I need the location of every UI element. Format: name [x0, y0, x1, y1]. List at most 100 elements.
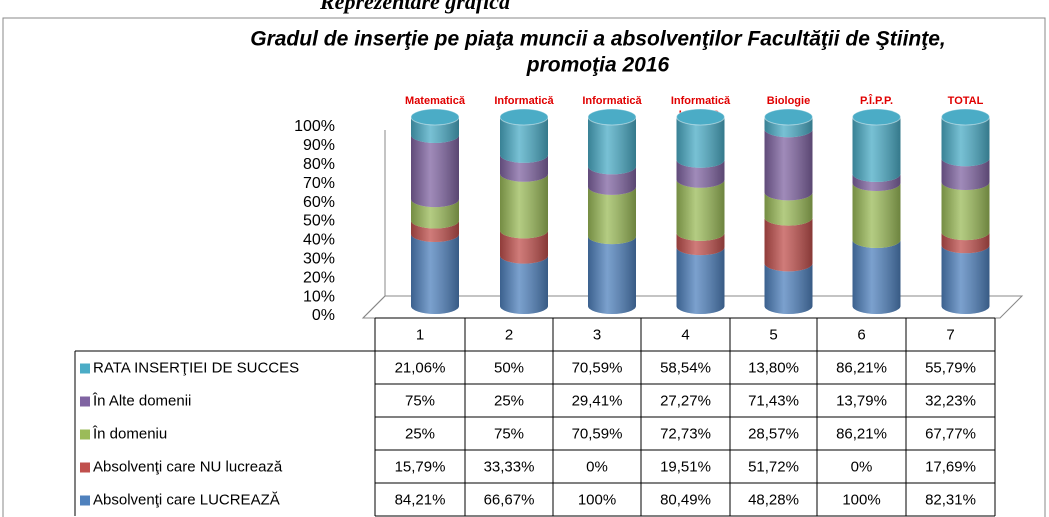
data-label: 28,57% — [748, 425, 799, 442]
x-tick-label: 5 — [769, 326, 777, 343]
y-tick-label: 60% — [303, 194, 335, 211]
data-label: 80,49% — [660, 491, 711, 508]
y-tick-label: 70% — [303, 175, 335, 192]
cylinder-shade — [852, 183, 901, 248]
data-label: 15,79% — [395, 458, 446, 475]
data-label: 84,21% — [395, 491, 446, 508]
legend-swatch — [80, 495, 90, 506]
y-tick-label: 100% — [294, 118, 335, 135]
cylinder-shade — [676, 247, 725, 314]
cylinder-shade — [941, 158, 990, 191]
data-label: 21,06% — [395, 359, 446, 376]
chart-title: promoţia 2016 — [526, 54, 670, 77]
data-label: 48,28% — [748, 491, 799, 508]
cylinder-shade — [588, 117, 636, 175]
data-label: 25% — [405, 425, 435, 442]
cylinder-shade — [852, 117, 901, 182]
column-label: Informatică — [582, 95, 642, 107]
data-label: 100% — [842, 491, 880, 508]
cylinder-top — [764, 108, 813, 126]
data-label: 75% — [494, 425, 524, 442]
legend-swatch — [80, 429, 90, 440]
data-label: 75% — [405, 392, 435, 409]
x-tick-label: 6 — [857, 326, 865, 343]
legend-label: RATA INSERŢIEI DE SUCCES — [93, 359, 299, 376]
cylinder-shade — [411, 135, 459, 208]
column-label: Informatică — [494, 95, 554, 107]
cylinder-shade — [764, 129, 813, 201]
cylinder-shade — [852, 173, 901, 192]
legend-swatch — [80, 363, 90, 374]
data-label: 58,54% — [660, 359, 711, 376]
cylinder-shade — [588, 166, 636, 195]
legend-label: În domeniu — [92, 425, 167, 442]
legend-swatch — [80, 396, 90, 407]
chart-title: Gradul de inserţie pe piaţa muncii a abs… — [250, 28, 946, 51]
y-tick-label: 0% — [312, 307, 335, 324]
data-label: 67,77% — [925, 425, 976, 442]
cylinder-shade — [500, 173, 548, 239]
cylinder-shade — [676, 179, 725, 241]
column-label: Biologie — [767, 95, 810, 107]
column-label: P.Î.P.P. — [860, 94, 893, 107]
data-label: 86,21% — [836, 359, 887, 376]
cylinder-shade — [411, 199, 459, 229]
y-tick-label: 50% — [303, 213, 335, 230]
data-label: 27,27% — [660, 392, 711, 409]
cylinder-shade — [500, 154, 548, 182]
cylinder-shade — [764, 263, 813, 314]
cylinder-shade — [588, 186, 636, 245]
data-label: 51,72% — [748, 458, 799, 475]
cylinder-top — [499, 108, 549, 126]
x-tick-label: 7 — [946, 326, 954, 343]
y-tick-label: 20% — [303, 269, 335, 286]
cylinder-shade — [764, 217, 813, 272]
y-axis — [362, 295, 386, 319]
x-tick-label: 4 — [681, 326, 689, 343]
legend-label: În Alte domenii — [92, 392, 191, 409]
y-tick-label: 40% — [303, 232, 335, 249]
cylinder-shade — [941, 245, 990, 314]
data-label: 55,79% — [925, 359, 976, 376]
cylinder-shade — [411, 220, 459, 243]
cylinder-shade — [411, 117, 459, 144]
data-label: 29,41% — [572, 392, 623, 409]
data-label: 32,23% — [925, 392, 976, 409]
chart-border — [2, 17, 1046, 517]
cylinder-shade — [852, 239, 901, 314]
cylinder-shade — [941, 232, 990, 254]
cylinder-shade — [676, 159, 725, 188]
cylinder-shade — [941, 117, 990, 167]
cylinder-top — [941, 108, 990, 126]
cylinder-shade — [411, 234, 459, 314]
cylinder-shade — [764, 192, 813, 226]
legend-label: Absolvenţi care LUCREAZĂ — [93, 491, 280, 508]
data-label: 13,79% — [836, 392, 887, 409]
cylinder-top — [852, 108, 901, 126]
data-label: 25% — [494, 392, 524, 409]
cylinder-shade — [676, 232, 725, 256]
data-label: 70,59% — [572, 425, 623, 442]
heading: Reprezentare grafică — [319, 0, 510, 14]
data-label: 66,67% — [484, 491, 535, 508]
y-tick-label: 80% — [303, 156, 335, 173]
cylinder-shade — [500, 255, 548, 314]
cylinder-top — [676, 108, 725, 126]
legend-swatch — [80, 462, 90, 473]
column-label: TOTAL — [948, 95, 984, 107]
cylinder-shade — [500, 117, 548, 163]
data-label: 71,43% — [748, 392, 799, 409]
data-label: 17,69% — [925, 458, 976, 475]
cylinder-shade — [764, 117, 813, 138]
data-label: 82,31% — [925, 491, 976, 508]
y-tick-label: 90% — [303, 137, 335, 154]
x-tick-label: 2 — [505, 326, 513, 343]
x-tick-label: 3 — [593, 326, 601, 343]
data-label: 100% — [578, 491, 616, 508]
data-label: 13,80% — [748, 359, 799, 376]
data-label: 0% — [586, 458, 608, 475]
data-label: 33,33% — [484, 458, 535, 475]
cylinder-shade — [941, 182, 990, 241]
